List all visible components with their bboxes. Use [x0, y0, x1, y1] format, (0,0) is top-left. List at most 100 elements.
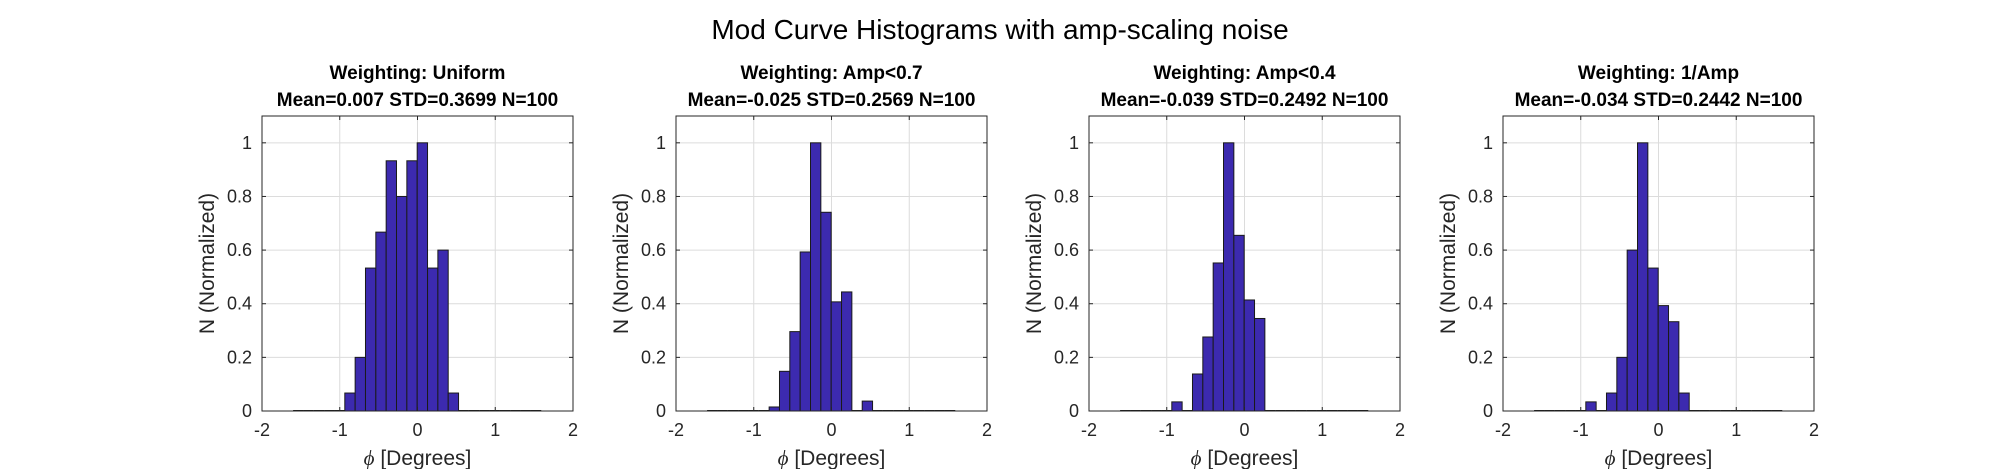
histogram-bar — [789, 331, 801, 412]
histogram-bar — [364, 267, 377, 412]
phi-symbol: ϕ — [778, 446, 789, 469]
y-axis-label: N (Normalized) — [610, 193, 633, 334]
y-tick-label: 0.6 — [1054, 240, 1079, 260]
x-tick-label: 0 — [1653, 420, 1663, 440]
histogram-bar — [447, 392, 460, 412]
histogram-bar — [830, 301, 843, 412]
x-tick-label: -2 — [1081, 420, 1097, 440]
x-axis-label: ϕ [Degrees] — [1605, 446, 1713, 469]
histogram-bar — [1678, 392, 1690, 412]
x-tick-label: -2 — [668, 420, 684, 440]
histogram-bar — [1585, 401, 1597, 412]
x-axis-label-text: [Degrees] — [788, 447, 885, 469]
y-tick-label: 0.8 — [1054, 186, 1079, 206]
y-tick-label: 0.2 — [227, 347, 252, 367]
x-tick-label: -2 — [254, 420, 270, 440]
histogram-bar — [427, 267, 439, 412]
panel-subtitle: Mean=-0.039 STD=0.2492 N=100 — [1101, 90, 1389, 111]
x-tick-label: 2 — [568, 420, 578, 440]
y-tick-label: 1 — [1483, 133, 1493, 153]
y-tick-label: 0.2 — [1468, 347, 1493, 367]
histogram-bar — [1212, 262, 1225, 412]
y-tick-label: 0 — [656, 401, 666, 421]
x-tick-label: -1 — [1573, 420, 1589, 440]
y-axis-label: N (Normalized) — [1023, 193, 1046, 334]
y-tick-label: 1 — [656, 133, 666, 153]
y-tick-label: 0 — [1483, 401, 1493, 421]
x-tick-label: 1 — [1731, 420, 1741, 440]
x-tick-label: -1 — [1159, 420, 1175, 440]
y-tick-label: 0.4 — [1054, 294, 1079, 314]
histogram-bar — [1191, 373, 1204, 412]
y-tick-label: 0.6 — [641, 240, 666, 260]
panel-subtitle: Mean=-0.034 STD=0.2442 N=100 — [1515, 90, 1803, 111]
y-tick-label: 0.2 — [1054, 347, 1079, 367]
histogram-bar — [841, 291, 853, 412]
y-tick-label: 1 — [1069, 133, 1079, 153]
y-tick-label: 0.4 — [641, 294, 666, 314]
histogram-panel-2: -2 -1 0 1 2 0 0.2 0.4 0.6 0.8 1 Weighting: Amp<0.7 M… — [610, 63, 992, 469]
histogram-bar — [1626, 249, 1639, 412]
histogram-panel-3: -2 -1 0 1 2 0 0.2 0.4 0.6 0.8 1 Weighting: Amp<0.4 M… — [1023, 63, 1405, 469]
histogram-bar — [1243, 299, 1256, 412]
histogram-bar — [768, 406, 780, 412]
y-axis-label: N (Normalized) — [1437, 193, 1460, 334]
histogram-bar — [375, 231, 387, 412]
panel-title: Weighting: Amp<0.4 — [1153, 63, 1336, 84]
histogram-bar — [437, 249, 449, 412]
histogram-bar — [1657, 305, 1670, 412]
histogram-bar — [799, 251, 812, 412]
histogram-bar — [1616, 356, 1628, 412]
histogram-bar — [1668, 321, 1680, 412]
y-tick-label: 0.4 — [1468, 294, 1493, 314]
histogram-bar — [820, 211, 832, 412]
phi-symbol: ϕ — [364, 446, 375, 469]
x-tick-label: 0 — [1239, 420, 1249, 440]
panel-subtitle: Mean=0.007 STD=0.3699 N=100 — [277, 90, 559, 111]
y-axis-label: N (Normalized) — [196, 193, 219, 334]
x-tick-label: -1 — [746, 420, 762, 440]
histogram-bar — [1233, 234, 1245, 412]
panel-title: Weighting: 1/Amp — [1578, 63, 1739, 84]
histogram-bar — [416, 142, 429, 412]
histogram-bar — [1171, 401, 1183, 412]
histogram-bar — [396, 195, 408, 412]
x-axis-label-text: [Degrees] — [1615, 447, 1712, 469]
histogram-panel-1: -2 -1 0 1 2 0 0.2 0.4 0.6 0.8 1 Weighting: Uniform M… — [196, 63, 578, 469]
x-axis-label: ϕ [Degrees] — [778, 446, 886, 469]
histogram-bar — [1202, 336, 1214, 412]
y-tick-label: 0.8 — [227, 186, 252, 206]
x-tick-label: 1 — [904, 420, 914, 440]
histogram-bar — [1223, 142, 1235, 412]
histogram-bar — [1637, 142, 1649, 412]
histogram-bar — [861, 400, 874, 412]
y-tick-label: 0.6 — [227, 240, 252, 260]
histogram-bar — [354, 356, 366, 412]
y-tick-label: 0.4 — [227, 294, 252, 314]
y-tick-label: 0.6 — [1468, 240, 1493, 260]
x-tick-label: -2 — [1495, 420, 1511, 440]
x-tick-label: -1 — [332, 420, 348, 440]
histogram-bar — [810, 142, 822, 412]
x-axis-label-text: [Degrees] — [374, 447, 471, 469]
histogram-bar — [1605, 392, 1618, 412]
histogram-bar — [1647, 267, 1659, 412]
y-tick-label: 1 — [242, 133, 252, 153]
x-tick-label: 2 — [982, 420, 992, 440]
panel-title: Weighting: Uniform — [330, 63, 506, 84]
histogram-bar — [778, 370, 791, 412]
y-tick-label: 0.8 — [641, 186, 666, 206]
y-tick-label: 0 — [242, 401, 252, 421]
y-tick-label: 0 — [1069, 401, 1079, 421]
x-tick-label: 0 — [412, 420, 422, 440]
y-tick-label: 0.8 — [1468, 186, 1493, 206]
x-tick-label: 2 — [1809, 420, 1819, 440]
x-tick-label: 1 — [1317, 420, 1327, 440]
x-axis-label: ϕ [Degrees] — [1191, 446, 1299, 469]
figure-title: Mod Curve Histograms with amp-scaling no… — [711, 14, 1288, 45]
histogram-bar — [406, 160, 418, 412]
panel-subtitle: Mean=-0.025 STD=0.2569 N=100 — [688, 90, 976, 111]
histogram-bar — [385, 160, 398, 412]
